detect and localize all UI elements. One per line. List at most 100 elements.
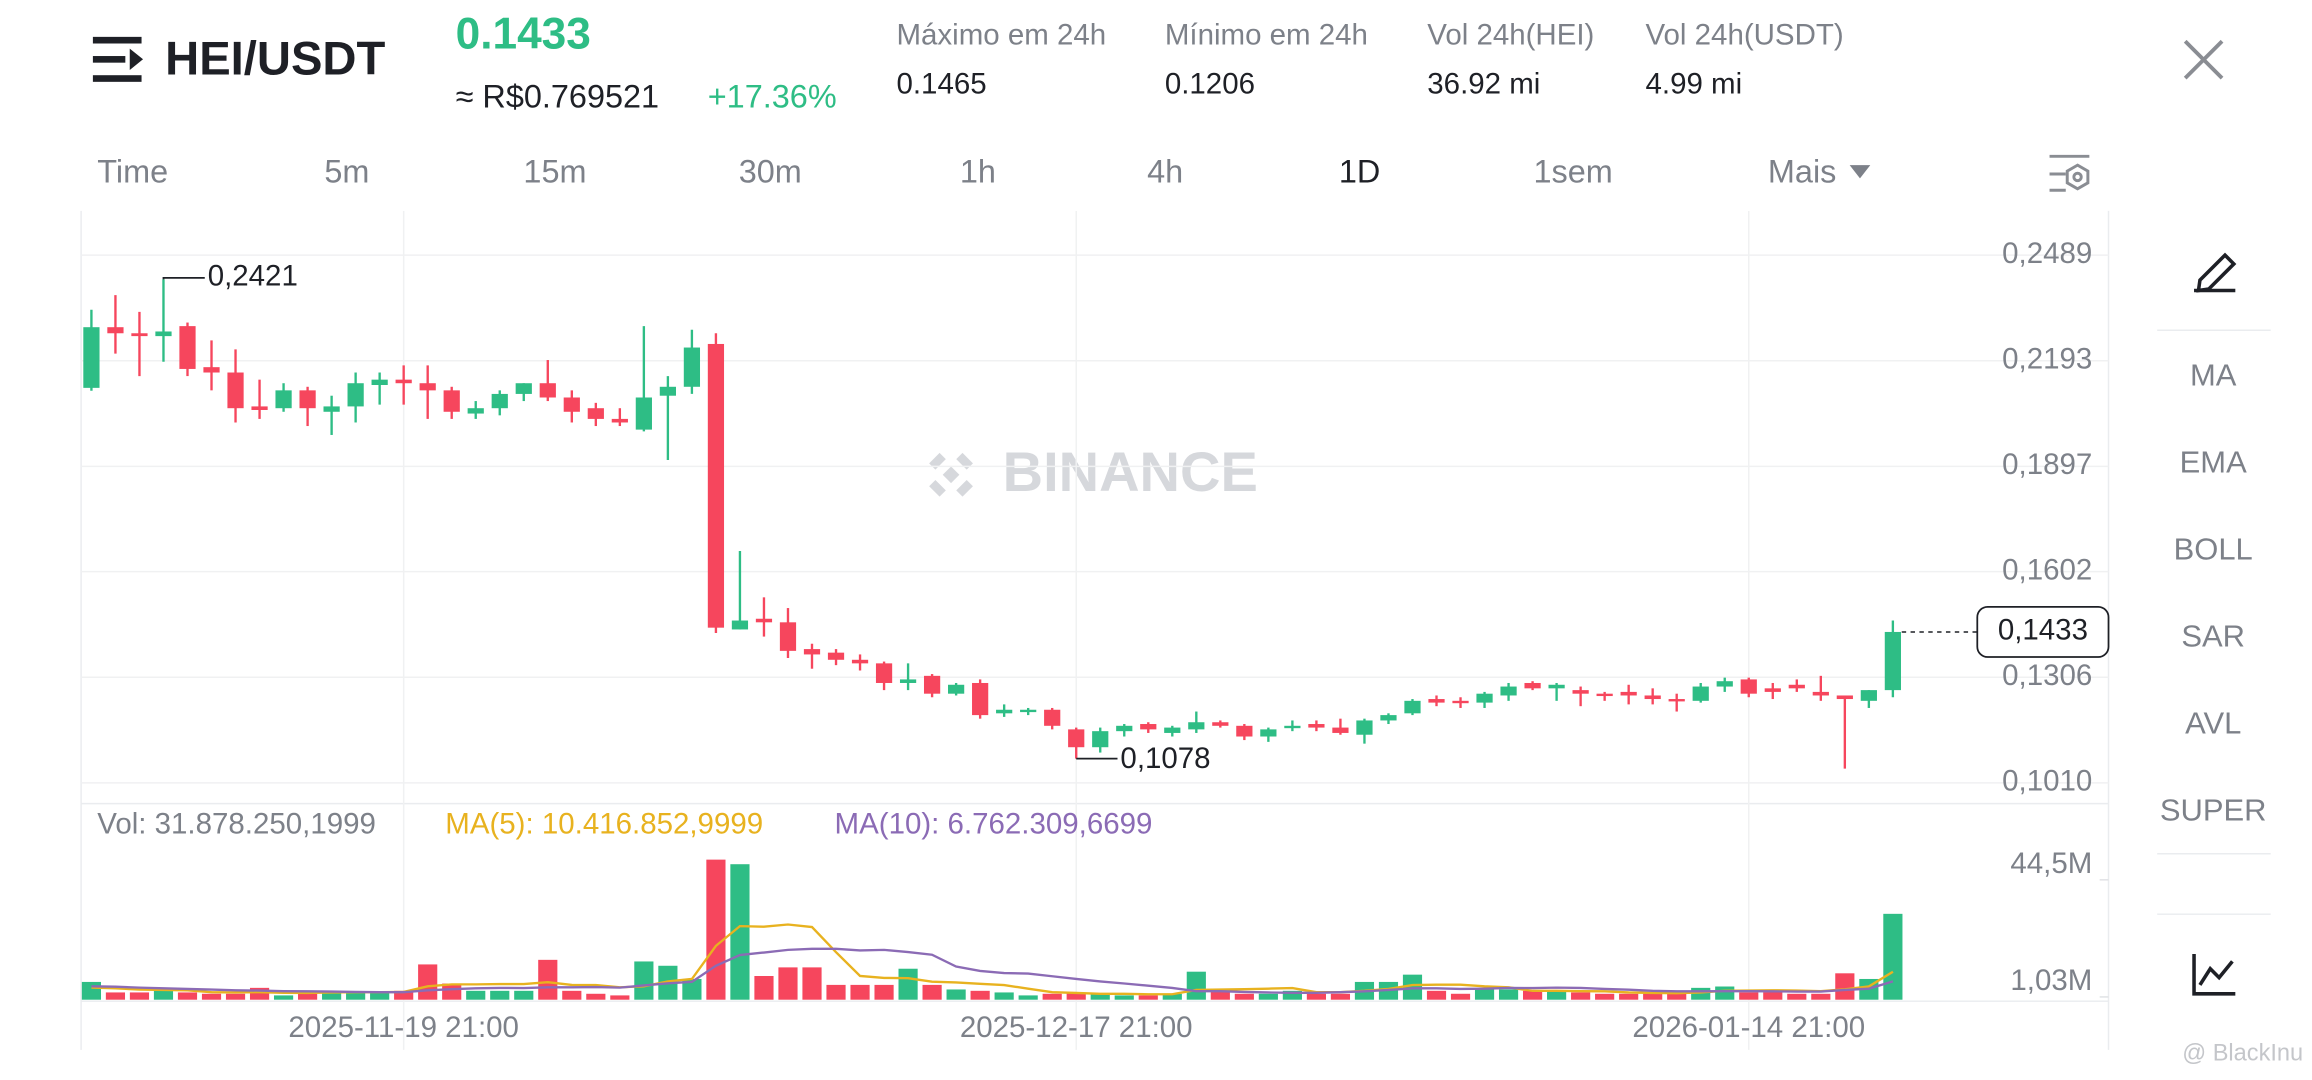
volume-bar	[922, 984, 942, 1000]
interval-tab[interactable]: Mais	[1768, 154, 1836, 190]
volume-bar	[418, 964, 438, 1000]
candle-body	[1356, 720, 1373, 735]
volume-bar	[466, 990, 486, 1000]
volume-bar	[442, 983, 462, 1000]
volume-bar	[970, 990, 990, 1000]
last-price-box	[1976, 606, 2110, 658]
y-tick-label: 1,03M	[2010, 964, 2092, 997]
volume-legend: MA(10): 6.762.309,6699	[835, 808, 1153, 841]
candle-body	[1620, 691, 1637, 696]
candle-body	[1692, 686, 1709, 701]
indicator-button[interactable]: SAR	[2181, 619, 2245, 654]
close-icon[interactable]	[2183, 39, 2224, 80]
candle-body	[1020, 709, 1037, 713]
interval-tab[interactable]: 1h	[960, 154, 996, 190]
candle-body	[1068, 729, 1085, 748]
candle-body	[996, 709, 1013, 714]
chart-settings-icon[interactable]	[2049, 154, 2090, 192]
volume-bar	[1835, 973, 1855, 1000]
y-tick-label: 44,5M	[2010, 847, 2092, 880]
candle-body	[851, 659, 869, 664]
candle-body	[635, 397, 652, 430]
volume-bar	[874, 984, 894, 1000]
candle-body	[972, 682, 989, 716]
candle-body	[491, 393, 508, 409]
volume-bar	[105, 992, 126, 1000]
volume-bar	[1042, 993, 1062, 1000]
menu-icon[interactable]	[92, 36, 144, 82]
candle-body	[875, 663, 893, 683]
x-tick-label: 2025-12-17 21:00	[960, 1011, 1193, 1044]
volume-bar	[346, 992, 366, 1000]
volume-bar	[1450, 993, 1471, 1000]
interval-tab[interactable]: 15m	[523, 154, 586, 190]
volume-bar	[1090, 993, 1110, 1000]
indicator-button[interactable]: AVL	[2185, 706, 2241, 741]
volume-bar	[946, 989, 966, 1000]
last-price-label: 0,1433	[1998, 614, 2088, 647]
draw-tool-icon[interactable]	[2194, 252, 2237, 293]
volume-bar	[322, 990, 342, 1000]
candle-body	[1092, 731, 1109, 748]
candle-body	[611, 418, 628, 423]
candle-body	[419, 383, 436, 391]
candle-body	[587, 408, 604, 419]
candle-body	[1716, 681, 1733, 687]
volume-bar	[1595, 993, 1615, 1000]
watermark-logo	[929, 452, 973, 497]
volume-bar	[1018, 995, 1038, 1000]
stat-value: 36.92 mi	[1427, 67, 1540, 100]
candle-body	[539, 383, 556, 398]
high-marker	[162, 277, 205, 280]
candle-body	[1524, 682, 1541, 689]
volume-bar	[1306, 993, 1326, 1000]
candle-body	[803, 649, 821, 655]
moving-average-line	[91, 947, 1894, 994]
stat-label: Máximo em 24h	[896, 19, 1106, 52]
volume-bar	[1619, 993, 1639, 1000]
candle-body	[1452, 700, 1469, 704]
interval-tab[interactable]: 4h	[1147, 154, 1183, 190]
volume-bar	[1114, 995, 1134, 1000]
indicator-button[interactable]: EMA	[2180, 445, 2247, 480]
interval-tab[interactable]: 30m	[739, 154, 802, 190]
x-tick-label: 2026-01-14 21:00	[1632, 1011, 1865, 1044]
candle-body	[395, 379, 412, 384]
interval-tab[interactable]: 1sem	[1533, 154, 1612, 190]
volume-bar	[1667, 992, 1687, 1000]
volume-bar	[1330, 993, 1351, 1000]
candle-body	[155, 331, 172, 337]
candle-body	[1596, 693, 1613, 697]
indicator-icon[interactable]	[2192, 953, 2236, 996]
volume-bar	[850, 984, 870, 1000]
candle-body	[371, 379, 388, 386]
volume-bar	[1643, 993, 1663, 1000]
interval-tab[interactable]: 1D	[1339, 154, 1380, 190]
stat-value: 4.99 mi	[1646, 67, 1743, 100]
interval-tab[interactable]: 5m	[324, 154, 369, 190]
candle-body	[1500, 686, 1517, 696]
interval-tab[interactable]: Time	[97, 154, 168, 190]
indicator-button[interactable]: SUPER	[2160, 793, 2267, 828]
x-tick-label: 2025-11-19 21:00	[288, 1011, 518, 1044]
volume-bar	[514, 990, 534, 1000]
stat-label: Vol 24h(USDT)	[1646, 19, 1844, 52]
pair-name[interactable]: HEI/USDT	[165, 31, 385, 84]
volume-bar	[153, 987, 174, 1000]
candle-body	[1788, 684, 1805, 689]
volume-bar	[586, 993, 606, 1000]
candle-body	[1308, 724, 1325, 728]
candle-body	[1044, 709, 1061, 726]
volume-bar	[225, 993, 246, 1000]
volume-bar	[754, 976, 774, 1000]
volume-bar	[490, 990, 510, 1000]
candle-body	[1884, 631, 1901, 691]
candle-body	[1836, 695, 1853, 700]
volume-bar	[1474, 989, 1495, 1000]
indicator-button[interactable]: MA	[2190, 358, 2237, 393]
candle-body	[83, 327, 100, 388]
indicator-button[interactable]: BOLL	[2174, 532, 2253, 567]
candle-body	[515, 383, 532, 394]
candle-body	[299, 390, 316, 409]
